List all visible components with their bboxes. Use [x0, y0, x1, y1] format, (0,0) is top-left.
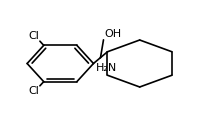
Text: Cl: Cl — [28, 31, 39, 41]
Text: H₂N: H₂N — [95, 62, 117, 73]
Text: Cl: Cl — [28, 86, 39, 96]
Text: OH: OH — [103, 29, 120, 39]
